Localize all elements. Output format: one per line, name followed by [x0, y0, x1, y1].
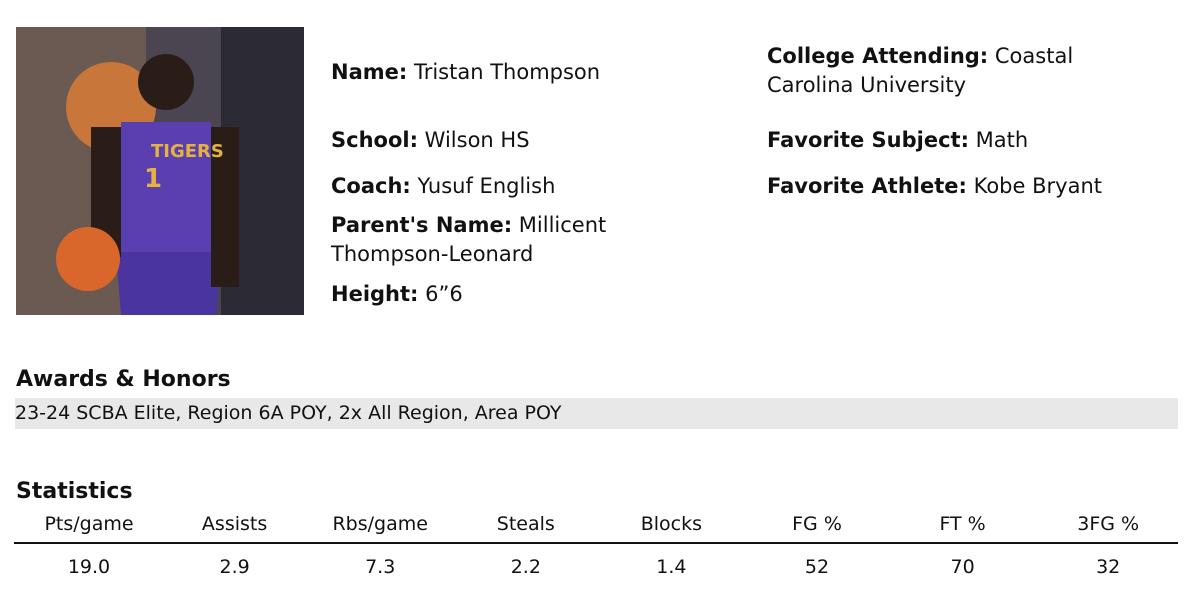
profile-field: Favorite Subject: Math: [767, 126, 1167, 155]
field-label: Coach:: [331, 174, 411, 198]
profile-field: College Attending: Coastal Carolina Univ…: [767, 42, 1097, 100]
stat-value: 1.4: [656, 556, 687, 578]
field-label: College Attending:: [767, 44, 989, 68]
profile-field: Coach: Yusuf English: [331, 172, 631, 201]
profile-field: Favorite Athlete: Kobe Bryant: [767, 172, 1167, 201]
profile-field: Name: Tristan Thompson: [331, 58, 631, 87]
field-label: Height:: [331, 282, 419, 306]
stat-value: 32: [1096, 556, 1121, 578]
svg-text:1: 1: [144, 164, 162, 194]
player-photo: TIGERS 1: [16, 27, 304, 315]
stat-header: Rbs/game: [332, 513, 428, 535]
field-value: Millicent Thompson-Leonard: [331, 213, 607, 266]
table-rule: [14, 542, 1178, 544]
stat-value: 70: [950, 556, 975, 578]
stat-header: FG %: [792, 513, 842, 535]
field-value: Kobe Bryant: [973, 174, 1102, 198]
field-value: Wilson HS: [424, 128, 530, 152]
field-value: Yusuf English: [417, 174, 556, 198]
stat-header: Pts/game: [44, 513, 134, 535]
profile-field: Parent's Name: Millicent Thompson-Leonar…: [331, 211, 631, 269]
stat-value: 7.3: [365, 556, 396, 578]
field-label: School:: [331, 128, 418, 152]
stat-header: FT %: [939, 513, 986, 535]
stat-value: 19.0: [67, 556, 111, 578]
stat-value: 52: [804, 556, 830, 578]
stat-header: 3FG %: [1077, 513, 1140, 535]
field-value: Coastal Carolina University: [767, 44, 1074, 97]
profile-field: Height: 6”6: [331, 280, 631, 309]
stat-header: Assists: [201, 513, 268, 535]
section-title: Awards & Honors: [16, 367, 231, 392]
profile-field: School: Wilson HS: [331, 126, 631, 155]
awards-text: 23-24 SCBA Elite, Region 6A POY, 2x All …: [15, 398, 1178, 429]
field-value: Tristan Thompson: [413, 60, 601, 84]
stat-value: 2.2: [510, 556, 541, 578]
field-label: Favorite Subject:: [767, 128, 969, 152]
section-title: Statistics: [16, 479, 133, 504]
stat-header: Steals: [496, 513, 555, 535]
stat-value: 2.9: [219, 556, 250, 578]
stat-header: Blocks: [640, 513, 703, 535]
field-label: Name:: [331, 60, 408, 84]
field-label: Parent's Name:: [331, 213, 513, 237]
svg-text:TIGERS: TIGERS: [151, 141, 224, 162]
field-value: 6”6: [425, 282, 463, 306]
field-value: Math: [975, 128, 1029, 152]
field-label: Favorite Athlete:: [767, 174, 967, 198]
